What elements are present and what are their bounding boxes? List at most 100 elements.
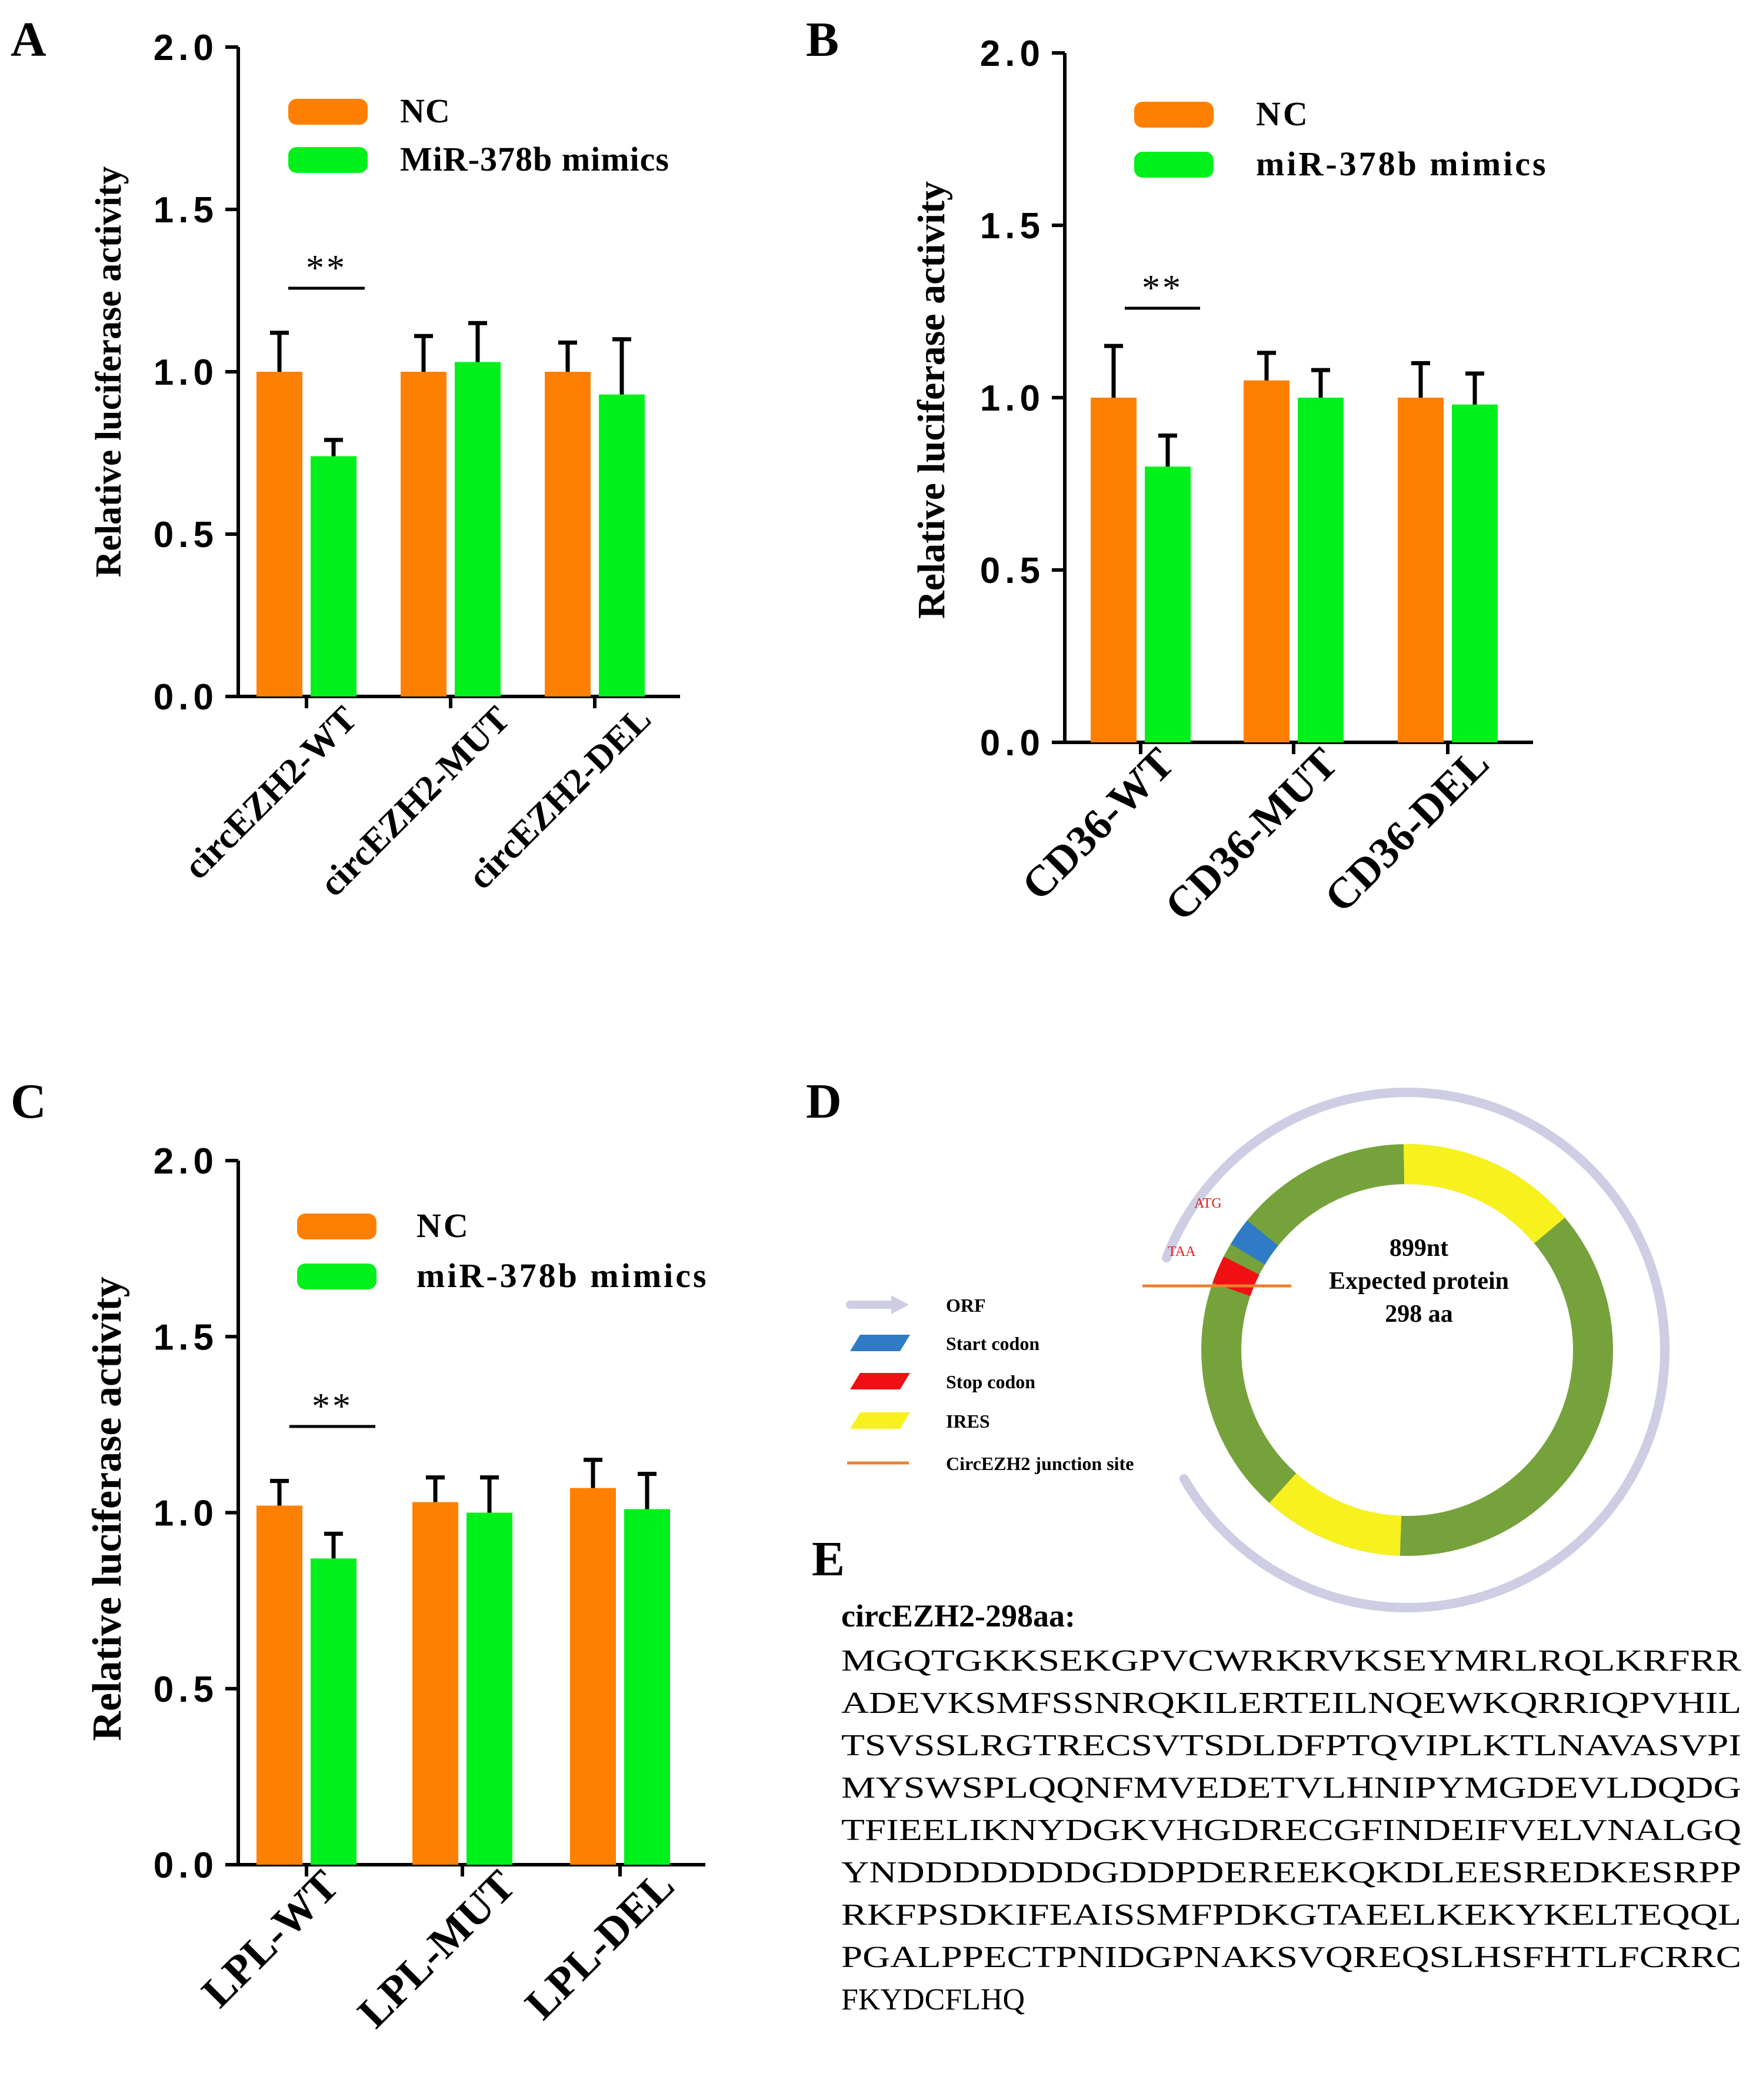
sequence-line: TSVSSLRGTRECSVTSDLDFPTQVIPLKTLNAVASVPI: [841, 1729, 1741, 1762]
legend-swatch-nc: [1134, 102, 1214, 128]
taa-label: TAA: [1168, 1244, 1196, 1259]
y-tick-label: 2.0: [154, 28, 218, 68]
panel-d-diagram: D ATG TAA 899nt Expected protein 298 aa ORF Sta…: [806, 1074, 1670, 1612]
legend-swatch-mimics: [288, 147, 368, 173]
bar-mimics-2: [1298, 398, 1344, 742]
x-category-label: CD36-WT: [1012, 739, 1184, 910]
bar-mimics-3: [1452, 404, 1498, 742]
significance-marker: **: [306, 248, 347, 288]
legend-swatch-nc: [297, 1214, 376, 1239]
bar-mimics-3: [599, 394, 645, 696]
y-tick-label: 0.0: [154, 677, 218, 718]
bar-mimics-2: [455, 362, 501, 696]
sequence-line: TFIEELIKNYDGKVHGDRECGFINDEIFVELVNALGQ: [841, 1814, 1741, 1847]
y-tick-label: 1.0: [154, 1494, 218, 1534]
legend-stop-symbol: [850, 1373, 910, 1389]
legend-orf-arrowhead: [891, 1295, 909, 1314]
chart-legend: NC MiR-378b mimics: [288, 92, 669, 178]
legend-swatch-nc: [288, 99, 368, 125]
y-tick-label: 1.0: [980, 378, 1045, 419]
legend-label-mimics: miR-378b mimics: [1256, 145, 1548, 183]
y-tick-label: 2.0: [980, 34, 1045, 74]
bar-nc-1: [256, 1505, 302, 1865]
bar-mimics-3: [624, 1509, 670, 1865]
legend-label-nc: NC: [1256, 95, 1310, 133]
sequence-line: YNDDDDDDDGDDPDEREEKQKDLEESREDKESRPP: [841, 1856, 1741, 1889]
legend-swatch-mimics: [1134, 152, 1214, 178]
legend-label-nc: NC: [400, 92, 451, 130]
atg-label: ATG: [1194, 1196, 1222, 1211]
bar-nc-2: [1244, 380, 1289, 742]
bar-nc-3: [545, 372, 591, 696]
stop-codon-mark: [1212, 1256, 1259, 1296]
bar-nc-1: [256, 372, 302, 696]
bar-mimics-1: [1145, 466, 1191, 742]
y-tick-label: 1.5: [154, 1317, 218, 1358]
panel-label-d: D: [806, 1074, 842, 1129]
chart-panel-b: B 0.0 0.5 1.0 1.5 2.0 Relative luciferase acti…: [806, 12, 1548, 930]
y-axis-label: Relative luciferase activity: [910, 181, 953, 619]
bar-nc-3: [1398, 398, 1444, 742]
sequence-line: MYSWSPLQQNFMVEDETVLHNIPYMGDEVLDQDG: [841, 1771, 1741, 1805]
ring-center-text: Expected protein: [1329, 1268, 1509, 1295]
panel-label-c: C: [11, 1074, 46, 1129]
orf-arc: [1162, 1088, 1670, 1612]
chart-panel-a: A 0.0 0.5 1.0 1.5 2.0 Relative luciferase acti…: [11, 12, 680, 904]
y-tick-label: 2.0: [154, 1141, 218, 1182]
sequence-line: ADEVKSMFSSNRQKILERTEILNQEWKQRRIQPVHIL: [841, 1686, 1741, 1720]
x-category-label: LPL-MUT: [349, 1861, 525, 2037]
y-tick-label: 0.0: [980, 723, 1045, 764]
sequence-title: circEZH2-298aa:: [841, 1598, 1075, 1634]
bar-mimics-1: [311, 456, 356, 696]
significance-marker: **: [1142, 268, 1183, 308]
legend-label-junction: CircEZH2 junction site: [946, 1453, 1134, 1474]
panel-label-b: B: [806, 12, 839, 67]
ires-segment: [1269, 1473, 1402, 1556]
legend-start-symbol: [850, 1335, 910, 1351]
legend-ires-symbol: [850, 1412, 910, 1429]
bar-mimics-1: [311, 1558, 356, 1865]
bar-nc-2: [412, 1502, 458, 1865]
y-tick-label: 0.5: [980, 551, 1045, 591]
legend-label-stop: Stop codon: [946, 1371, 1035, 1392]
legend-label-mimics: MiR-378b mimics: [400, 140, 669, 178]
sequence-line: MGQTGKKSEKGPVCWRKRVKSEYMRLRQLKRFRR: [841, 1644, 1741, 1678]
sequence-line: PGALPPECTPNIDGPNAKSVQREQSLHSFHTLFCRRC: [841, 1941, 1741, 1974]
panel-label-a: A: [11, 12, 46, 67]
sequence-line: RKFPSDKIFEAISSMFPDKGTAEELKEKYKELTEQQL: [841, 1898, 1741, 1932]
sequence-line: FKYDCFLHQ: [841, 1983, 1025, 2016]
bar-nc-2: [401, 372, 447, 696]
x-category-label: LPL-DEL: [516, 1861, 684, 2029]
y-tick-label: 1.5: [154, 190, 218, 231]
bar-nc-3: [570, 1488, 616, 1865]
y-tick-label: 0.5: [154, 1669, 218, 1710]
legend-label-mimics: miR-378b mimics: [416, 1256, 709, 1295]
legend-label-start: Start codon: [946, 1333, 1039, 1354]
legend-label-nc: NC: [416, 1206, 471, 1245]
y-axis-label: Relative luciferase activity: [89, 166, 129, 578]
diagram-legend: ORF Start codon Stop codon IRES CircEZH2 jun…: [846, 1295, 1134, 1474]
x-category-label: CD36-MUT: [1156, 739, 1347, 930]
legend-label-orf: ORF: [946, 1295, 986, 1316]
start-codon-mark: [1230, 1220, 1279, 1265]
y-axis-label: Relative luciferase activity: [85, 1276, 130, 1741]
ring-center-text: 899nt: [1390, 1235, 1448, 1262]
y-tick-label: 1.0: [154, 352, 218, 393]
panel-label-e: E: [812, 1532, 845, 1586]
chart-panel-c: C 0.0 0.5 1.0 1.5 2.0 Relative luciferase acti…: [11, 1074, 709, 2037]
bar-nc-1: [1091, 398, 1137, 742]
ring-center-text: 298 aa: [1385, 1301, 1453, 1328]
bar-mimics-2: [467, 1512, 512, 1865]
chart-legend: NC miR-378b mimics: [297, 1206, 709, 1295]
x-category-label: CD36-DEL: [1315, 739, 1498, 922]
y-tick-label: 0.0: [154, 1845, 218, 1886]
significance-marker: **: [312, 1386, 353, 1426]
ires-segment: [1403, 1144, 1565, 1244]
y-tick-label: 0.5: [154, 515, 218, 555]
y-tick-label: 1.5: [980, 206, 1045, 246]
chart-legend: NC miR-378b mimics: [1134, 95, 1548, 183]
legend-label-ires: IRES: [946, 1411, 990, 1432]
legend-swatch-mimics: [297, 1264, 376, 1289]
